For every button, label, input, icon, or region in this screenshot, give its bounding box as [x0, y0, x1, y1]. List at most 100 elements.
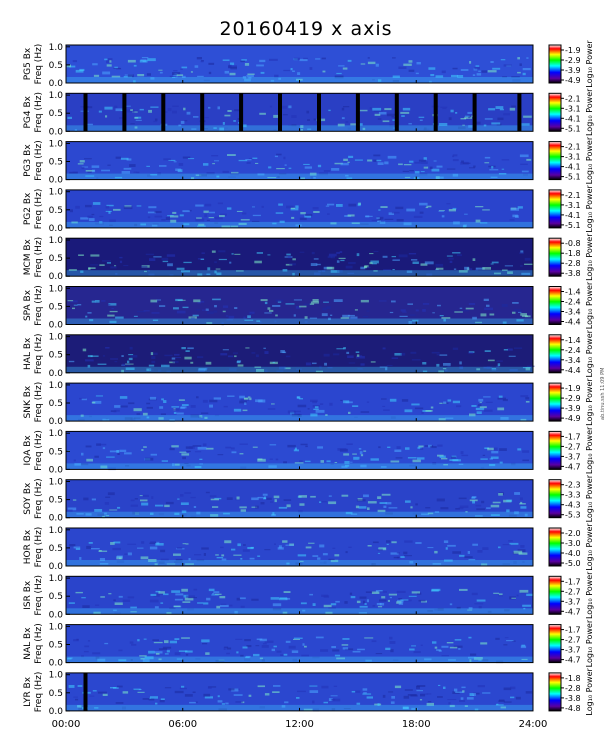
- texture-speck: [435, 176, 444, 179]
- texture-speck: [496, 365, 499, 368]
- texture-speck: [409, 170, 414, 172]
- texture-speck: [294, 447, 297, 451]
- texture-speck: [514, 347, 523, 349]
- texture-speck: [121, 369, 124, 373]
- texture-speck: [197, 302, 201, 304]
- colorbar-label: Log₁₀ Power: [585, 233, 594, 281]
- texture-speck: [356, 253, 360, 257]
- y-tick-label: 0.0: [49, 465, 64, 475]
- y-axis-label: ISR Bx Freq (Hz): [23, 575, 44, 616]
- texture-speck: [418, 116, 425, 118]
- texture-speck: [181, 637, 190, 639]
- colorbar-tick-label: -4.9: [565, 414, 581, 423]
- texture-speck: [483, 396, 491, 398]
- texture-speck: [154, 215, 163, 218]
- texture-speck: [171, 445, 179, 448]
- texture-speck: [180, 502, 189, 505]
- texture-speck: [336, 348, 345, 350]
- texture-speck: [501, 168, 505, 170]
- texture-speck: [437, 608, 444, 611]
- texture-speck: [181, 75, 186, 78]
- texture-speck: [400, 352, 406, 356]
- texture-speck: [403, 63, 412, 66]
- texture-speck: [268, 465, 277, 468]
- texture-speck: [273, 685, 281, 687]
- texture-speck: [251, 220, 260, 222]
- texture-speck: [418, 445, 424, 448]
- texture-speck: [252, 206, 255, 208]
- texture-speck: [317, 557, 321, 560]
- texture-speck: [101, 300, 106, 302]
- texture-speck: [105, 515, 110, 517]
- spectrogram-texture: [69, 153, 532, 181]
- texture-speck: [417, 592, 422, 595]
- texture-speck: [521, 315, 528, 317]
- texture-speck: [74, 129, 77, 132]
- y-tick-label: 1.0: [49, 236, 64, 246]
- texture-speck: [328, 607, 336, 609]
- texture-speck: [82, 605, 90, 608]
- texture-speck: [446, 168, 456, 170]
- texture-speck: [146, 416, 150, 419]
- texture-speck: [236, 210, 243, 212]
- texture-speck: [481, 563, 488, 566]
- texture-speck: [452, 347, 459, 350]
- colorbar-tick-label: -4.7: [565, 462, 581, 471]
- texture-speck: [214, 160, 219, 162]
- texture-speck: [286, 504, 291, 508]
- texture-speck: [243, 397, 248, 400]
- texture-speck: [214, 305, 217, 308]
- texture-speck: [408, 123, 412, 125]
- texture-speck: [352, 453, 357, 455]
- texture-speck: [419, 119, 423, 121]
- texture-speck: [346, 351, 350, 354]
- texture-speck: [154, 606, 159, 609]
- texture-speck: [383, 409, 390, 411]
- texture-speck: [185, 350, 190, 352]
- texture-speck: [208, 71, 212, 75]
- texture-speck: [517, 71, 521, 74]
- texture-speck: [176, 658, 183, 660]
- texture-speck: [192, 691, 196, 693]
- texture-speck: [180, 120, 185, 124]
- texture-speck: [99, 264, 105, 266]
- texture-speck: [150, 174, 158, 176]
- texture-speck: [160, 413, 166, 415]
- texture-speck: [513, 309, 522, 312]
- texture-speck: [441, 655, 449, 657]
- texture-speck: [158, 591, 165, 594]
- texture-speck: [87, 355, 93, 358]
- colorbar-tick-label: -2.0: [565, 529, 581, 538]
- texture-speck: [139, 108, 144, 111]
- y-tick-label: 0.5: [49, 496, 63, 506]
- texture-speck: [323, 561, 327, 564]
- texture-speck: [465, 115, 470, 117]
- texture-speck: [330, 314, 333, 316]
- texture-speck: [453, 268, 457, 270]
- texture-speck: [113, 410, 117, 413]
- texture-speck: [68, 269, 77, 271]
- texture-speck: [350, 123, 357, 126]
- texture-speck: [269, 458, 273, 460]
- texture-speck: [115, 702, 124, 704]
- texture-speck: [187, 347, 194, 350]
- texture-speck: [403, 695, 410, 699]
- texture-speck: [325, 611, 333, 615]
- texture-speck: [522, 72, 526, 76]
- texture-speck: [431, 589, 439, 592]
- texture-speck: [380, 206, 388, 208]
- texture-speck: [187, 608, 194, 611]
- texture-speck: [347, 272, 355, 274]
- y-tick-label: 1.0: [49, 333, 64, 343]
- spectrogram-plot: [66, 286, 533, 325]
- texture-speck: [381, 493, 391, 496]
- texture-speck: [232, 352, 238, 354]
- texture-speck: [360, 464, 367, 468]
- texture-speck: [323, 604, 332, 608]
- texture-speck: [352, 650, 361, 653]
- texture-speck: [78, 254, 84, 256]
- texture-speck: [319, 501, 322, 503]
- texture-speck: [376, 603, 382, 606]
- texture-speck: [489, 458, 493, 460]
- texture-speck: [390, 552, 399, 555]
